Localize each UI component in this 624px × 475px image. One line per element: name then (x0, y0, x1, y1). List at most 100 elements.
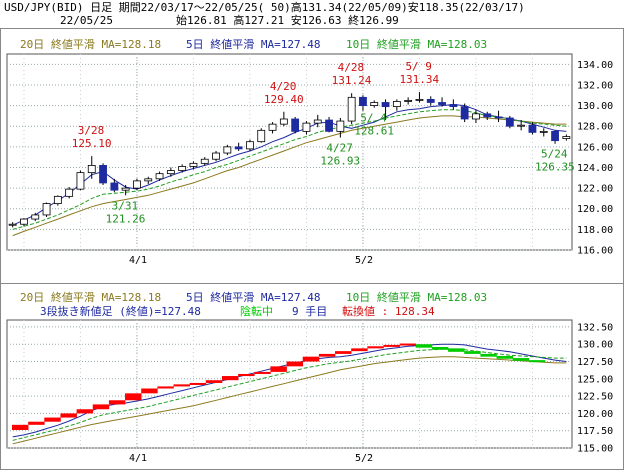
new-price-block (125, 393, 142, 401)
annotation-date: 4/20 (270, 80, 297, 93)
candle-body (426, 98, 435, 103)
new-price-block (189, 382, 207, 385)
new-price-block (173, 384, 190, 387)
candle-body (110, 182, 119, 191)
new-price-block (221, 376, 239, 381)
new-price-block (512, 358, 530, 361)
candle-body (517, 124, 526, 127)
new-price-block (480, 353, 497, 357)
upper-ma-line-2 (12, 109, 567, 230)
lower-y-tick-label: 115.00 (577, 444, 613, 455)
legend-ma5-lower: 5日 終値平滑 MA=127.48 (186, 291, 321, 304)
upper-y-tick-label: 120.00 (577, 204, 613, 215)
upper-plot-area (6, 53, 573, 251)
annotation-date: 5/24 (541, 148, 568, 161)
upper-y-tick-label: 128.00 (577, 122, 613, 133)
upper-y-tick-label: 118.00 (577, 225, 613, 236)
new-price-block (464, 351, 481, 354)
upper-y-tick-label: 122.00 (577, 184, 613, 195)
lower-y-tick-label: 132.50 (577, 322, 613, 333)
candle-body (42, 203, 51, 216)
new-price-block (496, 355, 513, 359)
chart-header-title: USD/JPY(BID) 日足 期間22/03/17〜22/05/25( 50)… (4, 1, 525, 14)
new-price-block (44, 417, 61, 422)
lower-y-tick-label: 125.00 (577, 374, 613, 385)
candle-body (505, 117, 514, 127)
legend-ma10-lower: 10日 終値平滑 MA=128.03 (346, 291, 488, 304)
candle-body (313, 119, 322, 124)
new-price-block (528, 360, 546, 363)
annotation-value: 125.10 (72, 137, 112, 150)
candle-body (166, 170, 175, 175)
annotation-value: 131.24 (332, 74, 372, 87)
candle-body (257, 129, 266, 143)
candle-body (291, 118, 300, 132)
lower-y-tick-label: 120.00 (577, 409, 613, 420)
candle-body (449, 104, 458, 108)
candle-body (370, 102, 379, 106)
candle-body (268, 123, 277, 131)
candle-body (155, 173, 164, 180)
candle-body (20, 218, 28, 225)
new-price-block (238, 373, 255, 377)
annotation-value: 126.35 (535, 161, 575, 174)
new-price-state: 陰転中 (240, 305, 273, 318)
new-price-block (399, 343, 417, 346)
chart-header-date: 22/05/25 (60, 14, 113, 27)
legend-ma20-lower: 20日 終値平滑 MA=128.18 (20, 291, 162, 304)
new-price-block (351, 348, 368, 352)
candle-body (472, 113, 480, 120)
candle-body (189, 162, 198, 167)
candle-body (223, 146, 232, 154)
candle-body (53, 195, 62, 204)
lower-plot-area (6, 319, 573, 449)
annotation-value: 121.26 (106, 212, 146, 225)
upper-y-tick-label: 134.00 (577, 60, 613, 71)
new-price-block (108, 400, 126, 405)
legend-ma10: 10日 終値平滑 MA=128.03 (346, 38, 488, 51)
candle-body (359, 96, 367, 106)
annotation-value: 129.40 (264, 93, 304, 106)
candle-body (460, 106, 469, 120)
upper-x-tick-label: 4/1 (129, 255, 147, 266)
candle-body (381, 102, 390, 108)
candle-body (279, 118, 288, 125)
candle-body (302, 122, 311, 132)
candle-body (234, 146, 243, 150)
candle-body (438, 102, 446, 105)
new-price-block (415, 344, 433, 348)
candle-body (133, 180, 141, 189)
lower-y-tick-label: 117.50 (577, 426, 613, 437)
upper-x-tick-label: 5/2 (355, 255, 373, 266)
candle-body (99, 165, 107, 184)
new-price-block (92, 404, 110, 410)
upper-y-tick-label: 132.00 (577, 80, 613, 91)
new-price-block (431, 346, 449, 350)
annotation-value: 126.93 (320, 155, 360, 168)
new-price-block (270, 366, 287, 372)
new-price-block (76, 409, 94, 414)
candle-body (404, 100, 413, 102)
upper-y-tick-label: 130.00 (577, 101, 613, 112)
candle-body (347, 96, 356, 122)
legend-ma5: 5日 終値平滑 MA=127.48 (186, 38, 321, 51)
new-price-block (28, 421, 45, 425)
upper-y-tick-label: 116.00 (577, 246, 613, 257)
annotation-value: 131.34 (399, 73, 439, 86)
candle-body (144, 178, 153, 182)
candle-body (87, 165, 96, 174)
candle-body (121, 187, 130, 191)
annotation-date: 4/28 (338, 61, 365, 74)
candle-body (212, 152, 220, 160)
candle-body (336, 120, 345, 132)
lower-x-tick-label: 5/2 (355, 453, 373, 464)
candle-body (551, 130, 559, 142)
new-price-block (12, 424, 29, 431)
candle-body (494, 116, 503, 119)
candle-body (65, 188, 74, 197)
lower-x-tick-label: 4/1 (129, 453, 147, 464)
chart-header-ohlc: 始126.81 高127.21 安126.63 終126.99 (176, 14, 399, 27)
lower-y-tick-label: 122.50 (577, 392, 613, 403)
annotation-date: 5/ 4 (360, 112, 387, 125)
